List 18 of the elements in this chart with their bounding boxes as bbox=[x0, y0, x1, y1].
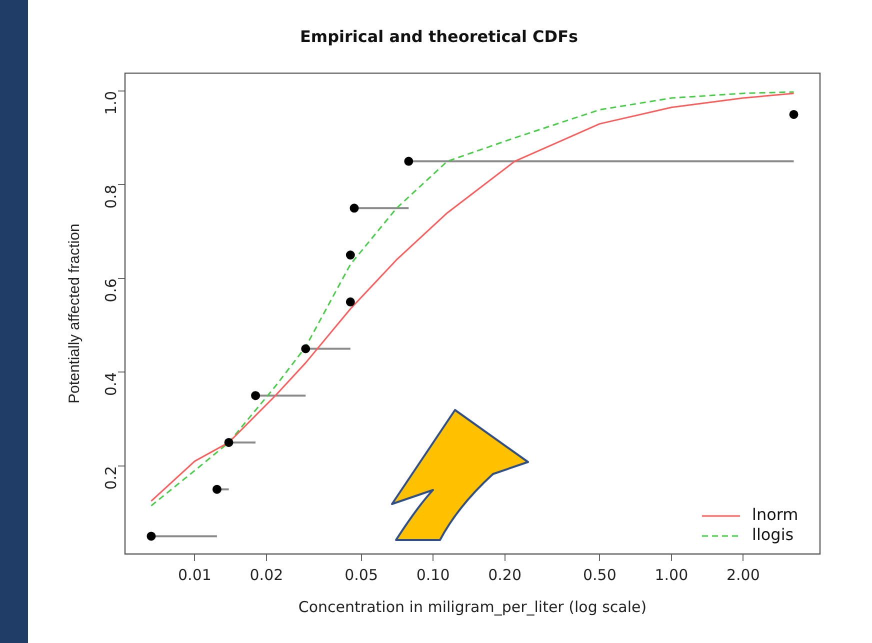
legend-label: lnorm bbox=[752, 505, 798, 524]
y-tick-label: 0.8 bbox=[102, 184, 120, 209]
y-axis-title: Potentially affected fraction bbox=[66, 224, 84, 404]
x-tick-label: 0.02 bbox=[250, 566, 284, 584]
x-tick-label: 1.00 bbox=[654, 566, 688, 584]
legend-label: llogis bbox=[752, 525, 794, 544]
x-tick-label: 2.00 bbox=[726, 566, 760, 584]
x-tick-label: 0.50 bbox=[582, 566, 616, 584]
y-tick-label: 0.4 bbox=[102, 372, 120, 396]
y-tick-label: 1.0 bbox=[102, 91, 120, 115]
y-tick-label: 0.6 bbox=[102, 278, 120, 302]
chart-title: Empirical and theoretical CDFs bbox=[300, 26, 578, 46]
x-tick-label: 0.20 bbox=[488, 566, 522, 584]
x-tick-label: 0.10 bbox=[416, 566, 450, 584]
x-axis-title: Concentration in miligram_per_liter (log scale) bbox=[298, 598, 647, 616]
y-tick-label: 0.2 bbox=[102, 466, 120, 490]
x-tick-label: 0.01 bbox=[178, 566, 212, 584]
x-tick-label: 0.05 bbox=[344, 566, 378, 584]
